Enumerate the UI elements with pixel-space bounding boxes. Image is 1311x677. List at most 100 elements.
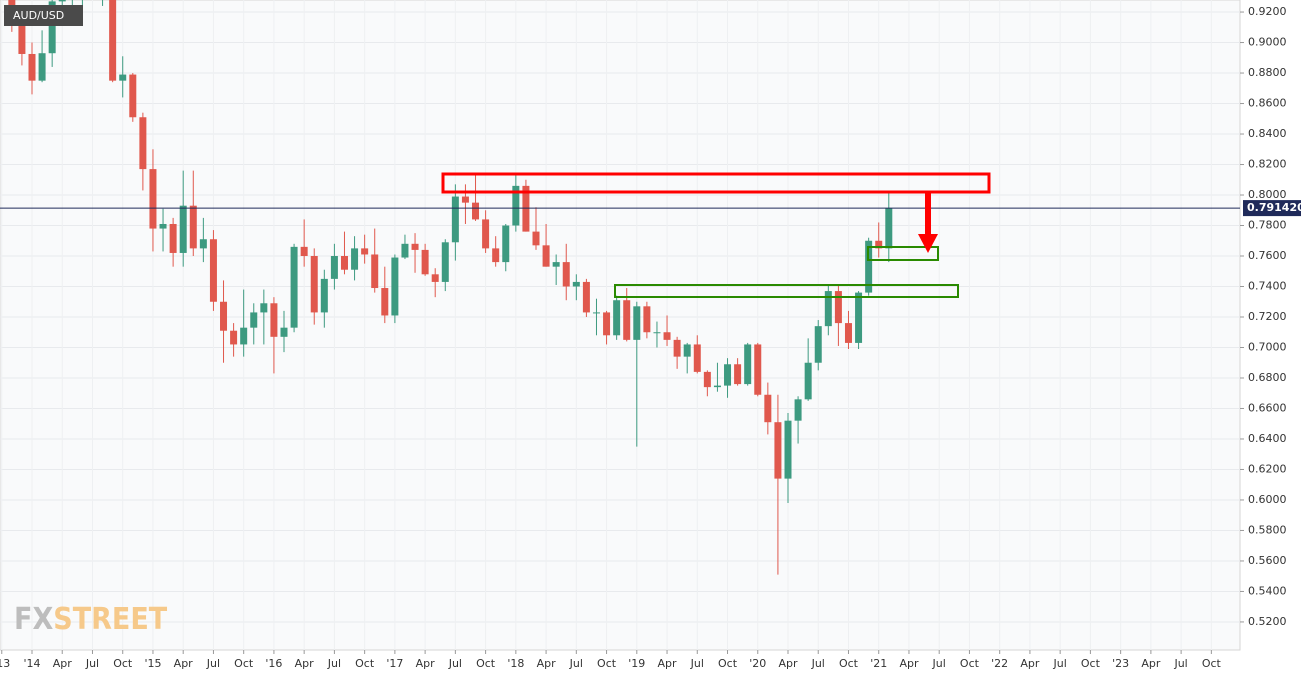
candle-body bbox=[855, 292, 863, 343]
x-tick-label: Oct bbox=[597, 657, 617, 670]
candle-body bbox=[230, 330, 238, 345]
candle-body bbox=[199, 239, 207, 249]
candle-body bbox=[885, 208, 893, 249]
support-zone bbox=[614, 284, 959, 298]
x-tick-label: Jul bbox=[1173, 657, 1187, 670]
x-tick-label: Jul bbox=[811, 657, 825, 670]
y-tick-label: 0.7800 bbox=[1248, 219, 1287, 232]
candle-body bbox=[875, 240, 883, 249]
candle-body bbox=[623, 300, 631, 340]
candle-body bbox=[703, 371, 711, 388]
candle-body bbox=[411, 243, 419, 250]
candle-body bbox=[774, 422, 782, 479]
candle-body bbox=[603, 312, 611, 336]
x-tick-label: Apr bbox=[899, 657, 919, 670]
candle-body bbox=[653, 332, 661, 334]
x-tick-label: Jul bbox=[1053, 657, 1067, 670]
y-tick-label: 0.7200 bbox=[1248, 310, 1287, 323]
candle-body bbox=[441, 242, 449, 282]
x-tick-label: '17 bbox=[386, 657, 403, 670]
x-tick-label: '18 bbox=[507, 657, 524, 670]
candle-body bbox=[310, 256, 318, 313]
candle-body bbox=[129, 74, 137, 118]
candle-body bbox=[713, 385, 721, 388]
x-tick-label: Apr bbox=[295, 657, 315, 670]
candle-body bbox=[300, 246, 308, 257]
x-tick-label: Apr bbox=[174, 657, 194, 670]
candle-body bbox=[340, 256, 348, 270]
candle-body bbox=[109, 0, 117, 81]
candle-body bbox=[865, 240, 873, 293]
candle-body bbox=[290, 246, 298, 328]
y-tick-label: 0.5400 bbox=[1248, 584, 1287, 597]
x-tick-label: Apr bbox=[537, 657, 557, 670]
y-tick-label: 0.6000 bbox=[1248, 493, 1287, 506]
candle-body bbox=[421, 249, 429, 275]
y-tick-label: 0.7000 bbox=[1248, 340, 1287, 353]
candle-body bbox=[562, 262, 570, 287]
x-tick-label: Apr bbox=[1141, 657, 1161, 670]
candle-body bbox=[492, 248, 500, 263]
y-tick-label: 0.8000 bbox=[1248, 188, 1287, 201]
x-tick-label: Oct bbox=[839, 657, 859, 670]
candle-body bbox=[461, 196, 469, 203]
candle-body bbox=[482, 219, 490, 249]
x-tick-label: Jul bbox=[206, 657, 220, 670]
x-tick-label: Jul bbox=[327, 657, 341, 670]
candle-body bbox=[552, 262, 560, 267]
x-tick-label: Oct bbox=[234, 657, 254, 670]
candle-body bbox=[451, 196, 459, 243]
candle-body bbox=[613, 300, 621, 336]
x-tick-label: Apr bbox=[1020, 657, 1040, 670]
x-tick-label: '13 bbox=[0, 657, 10, 670]
candle-body bbox=[633, 306, 641, 340]
candle-body bbox=[189, 205, 197, 249]
candle-body bbox=[270, 303, 278, 337]
annotations bbox=[441, 172, 991, 298]
x-tick-label: Jul bbox=[690, 657, 704, 670]
symbol: AUD/USD bbox=[13, 9, 64, 22]
x-tick-label: Oct bbox=[718, 657, 738, 670]
x-tick-label: '14 bbox=[23, 657, 40, 670]
candle-body bbox=[351, 248, 359, 270]
x-tick-label: Oct bbox=[960, 657, 980, 670]
candle-body bbox=[179, 205, 187, 253]
y-tick-label: 0.6800 bbox=[1248, 371, 1287, 384]
arrow-shaft bbox=[925, 192, 931, 236]
candle-body bbox=[582, 281, 590, 313]
candle-body bbox=[280, 327, 288, 337]
y-tick-label: 0.9200 bbox=[1248, 5, 1287, 18]
candle-body bbox=[522, 185, 530, 232]
candle-body bbox=[764, 394, 772, 423]
candle-body bbox=[250, 312, 258, 328]
candle-body bbox=[794, 399, 802, 421]
y-tick-label: 0.9000 bbox=[1248, 36, 1287, 49]
candle-body bbox=[431, 274, 439, 282]
candle-body bbox=[220, 301, 228, 331]
y-tick-label: 0.5200 bbox=[1248, 615, 1287, 628]
y-tick-label: 0.8400 bbox=[1248, 127, 1287, 140]
candle-body bbox=[814, 326, 822, 363]
y-tick-label: 0.5600 bbox=[1248, 554, 1287, 567]
candle-body bbox=[834, 291, 842, 324]
x-tick-label: Oct bbox=[113, 657, 133, 670]
candle-body bbox=[734, 364, 742, 385]
y-tick-label: 0.8600 bbox=[1248, 97, 1287, 110]
candle-body bbox=[824, 291, 832, 327]
candle-body bbox=[592, 312, 600, 314]
candle-body bbox=[744, 344, 752, 385]
symbol-box bbox=[4, 5, 83, 26]
y-tick-label: 0.7400 bbox=[1248, 280, 1287, 293]
y-tick-label: 0.5800 bbox=[1248, 523, 1287, 536]
x-tick-label: '21 bbox=[870, 657, 887, 670]
candle-body bbox=[754, 344, 762, 395]
candle-body bbox=[532, 231, 540, 246]
candle-body bbox=[542, 245, 550, 267]
x-tick-label: '22 bbox=[991, 657, 1008, 670]
x-tick-label: '23 bbox=[1112, 657, 1129, 670]
x-tick-label: Oct bbox=[1202, 657, 1222, 670]
logo: FXSTREET bbox=[14, 602, 168, 637]
y-tick-label: 0.8200 bbox=[1248, 158, 1287, 171]
x-tick-label: '16 bbox=[265, 657, 282, 670]
last-price-label: 0.791420 bbox=[1247, 201, 1305, 214]
